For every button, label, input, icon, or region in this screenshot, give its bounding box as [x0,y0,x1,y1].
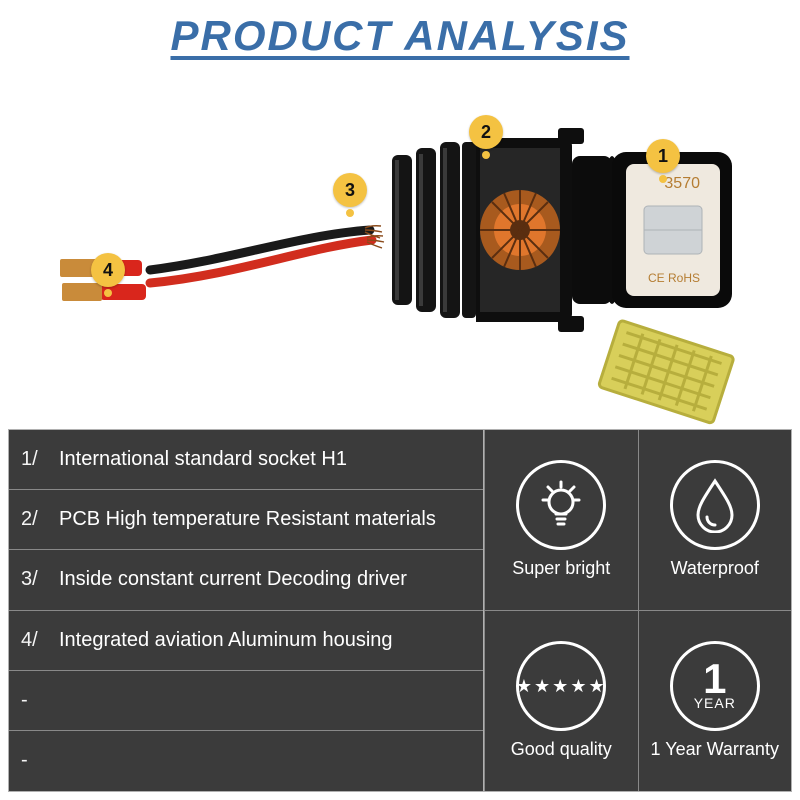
cert-text: CE RoHS [648,271,700,285]
feature-row-3: 3/Inside constant current Decoding drive… [9,550,483,610]
badge-label: 1 Year Warranty [651,739,779,760]
bottom-panel: 1/International standard socket H12/PCB … [8,429,792,792]
feature-row-text: Inside constant current Decoding driver [59,568,407,591]
feature-row-num: 1/ [21,448,49,471]
badge-label: Good quality [511,739,612,760]
badge-water: Waterproof [638,430,792,611]
callout-1: 1 [646,139,680,173]
feature-row-num: 3/ [21,568,49,591]
feature-row-num: - [21,689,49,712]
feature-row-2: 2/PCB High temperature Resistant materia… [9,490,483,550]
driver-section [476,128,584,332]
feature-table: 1/International standard socket H12/PCB … [8,429,484,792]
product-diagram: 3570 CE RoHS 1 2 3 4 [0,60,800,430]
stars-icon: ★★★★★ [516,676,607,697]
badge-stars: ★★★★★ Good quality [484,611,638,792]
feature-row-1: 1/International standard socket H1 [9,430,483,490]
warranty-icon: 1YEAR [670,641,760,731]
callout-4: 4 [91,253,125,287]
badge-label: Waterproof [671,558,759,579]
feature-row-text: International standard socket H1 [59,448,347,471]
feature-row-num: 2/ [21,508,49,531]
feature-row-num: 4/ [21,629,49,652]
stars-icon: ★★★★★ [516,641,606,731]
page-title: PRODUCT ANALYSIS [0,0,800,60]
feature-row-num: - [21,749,49,772]
led-chip-illustration [598,320,734,424]
wires [150,226,384,283]
bulb-icon [516,460,606,550]
badge-label: Super bright [512,558,610,579]
badge-bulb: Super bright [484,430,638,611]
chip-model-text: 3570 [664,175,700,192]
socket-head: 3570 CE RoHS [612,152,732,308]
badge-grid: Super bright Waterproof ★★★★★ Good quality 1… [484,429,792,792]
heatsink [392,142,476,318]
feature-row-text: Integrated aviation Aluminum housing [59,629,393,652]
badge-warranty: 1YEAR 1 Year Warranty [638,611,792,792]
callout-3: 3 [333,173,367,207]
feature-row-6: - [9,731,483,791]
callout-2: 2 [469,115,503,149]
feature-row-5: - [9,671,483,731]
feature-row-4: 4/Integrated aviation Aluminum housing [9,611,483,671]
water-icon [670,460,760,550]
feature-row-text: PCB High temperature Resistant materials [59,508,436,531]
